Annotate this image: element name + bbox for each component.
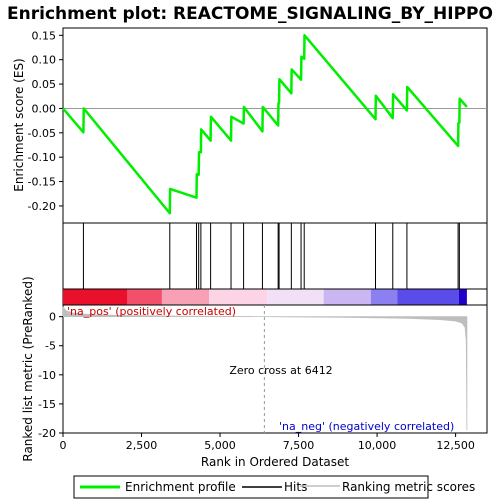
metric-y-tick-label: 0 [49,311,56,324]
ranking-metric-area [62,306,468,431]
es-y-tick-label: -0.15 [28,176,56,189]
x-tick-label: 2,500 [126,439,158,452]
enrichment-profile-series [62,34,468,215]
x-tick-label: 5,000 [204,439,236,452]
heatmap-segment [323,289,371,305]
es-y-tick-label: 0.05 [32,78,57,91]
heatmap-segment [267,289,324,305]
metric-y-tick-label: -15 [38,398,56,411]
heatmap-segment [63,289,128,305]
metric-y-tick-label: -20 [38,427,56,440]
hits-panel-frame [62,222,488,290]
heatmap-segment [127,289,162,305]
metric-panel-frame [62,304,488,434]
es-y-tick-label: 0.00 [32,102,57,115]
es-y-tick-label: 0.15 [32,29,57,42]
es-y-axis: -0.20 -0.15 -0.10 -0.05 0.00 0.05 0.10 0.15 [28,29,63,213]
enrichment-profile-line [62,34,468,215]
legend-label-metric: Ranking metric scores [342,480,475,494]
legend-label-hits: Hits [284,480,307,494]
neg-correlated-label: 'na_neg' (negatively correlated) [279,420,454,433]
heatmap-segment [397,289,459,305]
x-axis: 0 2,500 5,000 7,500 10,000 12,500 [60,433,475,452]
metric-y-axis: 0 -5 -10 -15 -20 [38,311,63,440]
heatmap-segment [370,289,398,305]
heatmap-segment [161,289,210,305]
es-y-axis-label: Enrichment score (ES) [12,58,26,191]
hits-series [82,223,460,289]
metric-y-axis-label: Ranked list metric (PreRanked) [21,276,35,461]
x-tick-label: 7,500 [283,439,315,452]
chart-title: Enrichment plot: REACTOME_SIGNALING_BY_H… [7,4,493,24]
ranking-metric-series [62,305,468,433]
es-y-tick-label: -0.10 [28,151,56,164]
es-y-tick-label: -0.05 [28,127,56,140]
x-tick-label: 0 [60,439,67,452]
legend-label-enrichment: Enrichment profile [125,480,236,494]
pos-correlated-label: 'na_pos' (positively correlated) [67,305,236,318]
x-tick-label: 10,000 [358,439,397,452]
zero-cross-label: Zero cross at 6412 [229,364,332,377]
ranking-heatmap [63,289,467,305]
metric-y-tick-label: -10 [38,369,56,382]
es-panel-frame [62,27,488,224]
x-tick-label: 12,500 [436,439,475,452]
es-y-tick-label: 0.10 [32,54,57,67]
x-axis-label: Rank in Ordered Dataset [201,455,349,469]
heatmap-segment [209,289,268,305]
metric-y-tick-label: -5 [45,340,56,353]
heatmap-segment [458,289,467,305]
es-y-tick-label: -0.20 [28,200,56,213]
